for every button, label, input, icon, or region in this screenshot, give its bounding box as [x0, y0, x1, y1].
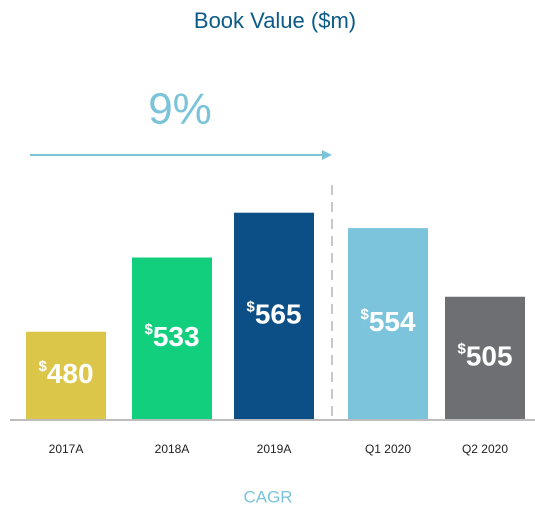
bar [348, 228, 428, 420]
arrow-head [322, 150, 332, 160]
x-tick-label: Q2 2020 [462, 442, 508, 456]
x-tick-label: 2019A [257, 442, 292, 456]
x-tick-label: Q1 2020 [365, 442, 411, 456]
value-label: $533 [144, 321, 199, 352]
bar [26, 331, 106, 420]
bar [445, 296, 525, 420]
cagr-label: CAGR [243, 487, 292, 506]
x-tick-label: 2017A [49, 442, 84, 456]
value-label: $565 [246, 298, 301, 329]
value-label: $554 [360, 306, 415, 337]
chart-title: Book Value ($m) [194, 8, 356, 33]
value-label: $480 [38, 358, 93, 389]
cagr-value: 9% [148, 85, 212, 134]
x-tick-label: 2018A [155, 442, 190, 456]
value-label: $505 [457, 340, 512, 371]
bar [234, 212, 314, 420]
bar [132, 257, 212, 420]
